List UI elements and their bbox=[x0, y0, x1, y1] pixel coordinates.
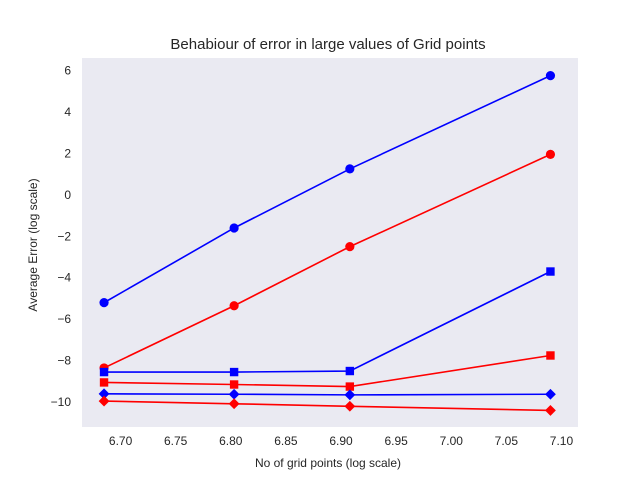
data-point bbox=[229, 223, 239, 233]
series-4 bbox=[99, 351, 555, 391]
data-point bbox=[228, 388, 240, 400]
x-tick-label: 7.05 bbox=[495, 434, 519, 448]
data-point bbox=[228, 398, 240, 410]
y-tick-label: −8 bbox=[57, 354, 71, 368]
x-tick-label: 6.80 bbox=[219, 434, 243, 448]
series-line bbox=[104, 393, 551, 396]
data-point bbox=[546, 351, 555, 360]
data-point bbox=[345, 366, 355, 376]
y-tick-label: −6 bbox=[57, 312, 71, 326]
series-6 bbox=[98, 395, 556, 416]
y-tick-label: 2 bbox=[64, 146, 71, 160]
y-tick-label: −2 bbox=[57, 229, 71, 243]
data-point bbox=[345, 382, 355, 391]
series-line bbox=[104, 354, 551, 388]
series-line bbox=[104, 400, 551, 412]
series-1 bbox=[99, 71, 556, 308]
data-point bbox=[345, 164, 355, 174]
data-point bbox=[99, 367, 109, 377]
data-point bbox=[345, 242, 355, 252]
data-point bbox=[98, 388, 110, 400]
plot-area bbox=[82, 58, 578, 427]
y-axis: −10 −8 −6 −4 −2 0 2 4 6 bbox=[51, 63, 72, 409]
data-point bbox=[229, 380, 239, 389]
data-point bbox=[344, 400, 356, 412]
data-point bbox=[98, 395, 110, 407]
y-tick-label: 6 bbox=[64, 63, 71, 77]
series-line bbox=[103, 153, 551, 369]
series-3 bbox=[99, 267, 555, 377]
x-tick-label: 6.90 bbox=[329, 434, 353, 448]
x-axis: 6.70 6.75 6.80 6.85 6.90 6.95 7.00 7.05 7.10 bbox=[109, 434, 574, 448]
x-tick-label: 6.95 bbox=[384, 434, 408, 448]
data-point bbox=[545, 405, 556, 416]
series-line bbox=[104, 270, 551, 373]
y-axis-label: Average Error (log scale) bbox=[26, 178, 40, 311]
y-tick-label: −10 bbox=[51, 395, 72, 409]
data-point bbox=[229, 367, 239, 377]
data-point bbox=[545, 71, 556, 81]
data-point bbox=[546, 267, 555, 276]
series-layer bbox=[98, 71, 556, 416]
data-point bbox=[229, 301, 239, 311]
y-tick-label: 0 bbox=[64, 188, 71, 202]
series-5 bbox=[98, 388, 556, 401]
data-point bbox=[545, 388, 556, 400]
y-tick-label: 4 bbox=[64, 105, 71, 119]
x-tick-label: 6.70 bbox=[109, 434, 133, 448]
data-point bbox=[344, 389, 356, 401]
data-point bbox=[545, 149, 556, 159]
x-tick-label: 6.75 bbox=[164, 434, 188, 448]
data-point bbox=[99, 378, 109, 387]
x-tick-label: 7.10 bbox=[550, 434, 574, 448]
x-axis-label: No of grid points (log scale) bbox=[255, 456, 401, 470]
x-tick-label: 7.00 bbox=[440, 434, 464, 448]
x-tick-label: 6.85 bbox=[274, 434, 298, 448]
series-line bbox=[103, 74, 551, 304]
data-point bbox=[99, 298, 109, 308]
chart-title: Behabiour of error in large values of Gr… bbox=[170, 36, 485, 53]
y-tick-label: −4 bbox=[57, 271, 71, 285]
